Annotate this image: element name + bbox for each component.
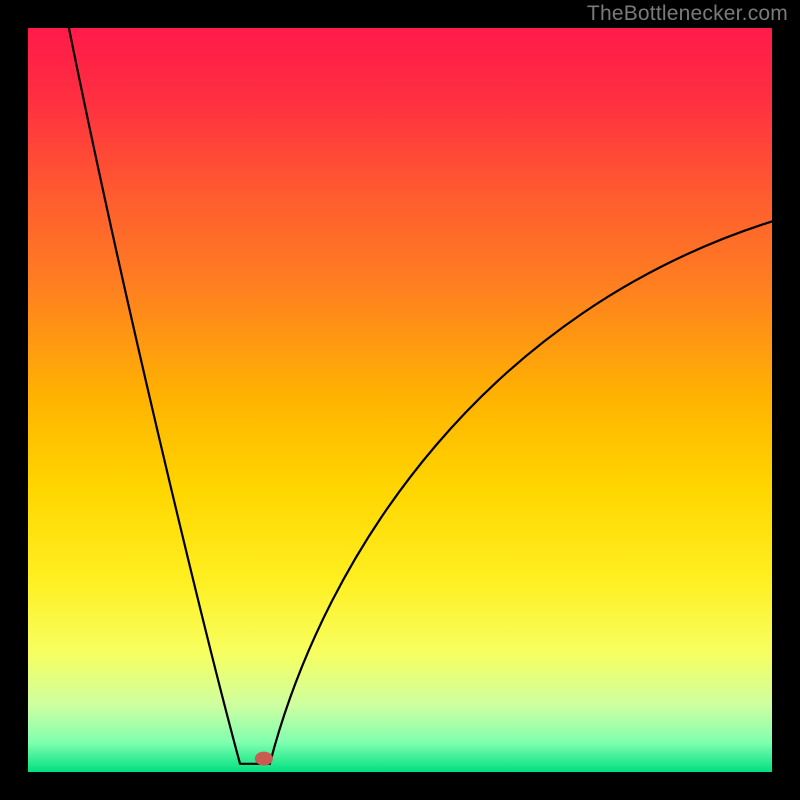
optimal-point-marker: [255, 752, 273, 766]
plot-area: [28, 28, 772, 772]
plot-svg: [28, 28, 772, 772]
watermark-text: TheBottlenecker.com: [587, 2, 788, 26]
gradient-background: [28, 28, 772, 772]
